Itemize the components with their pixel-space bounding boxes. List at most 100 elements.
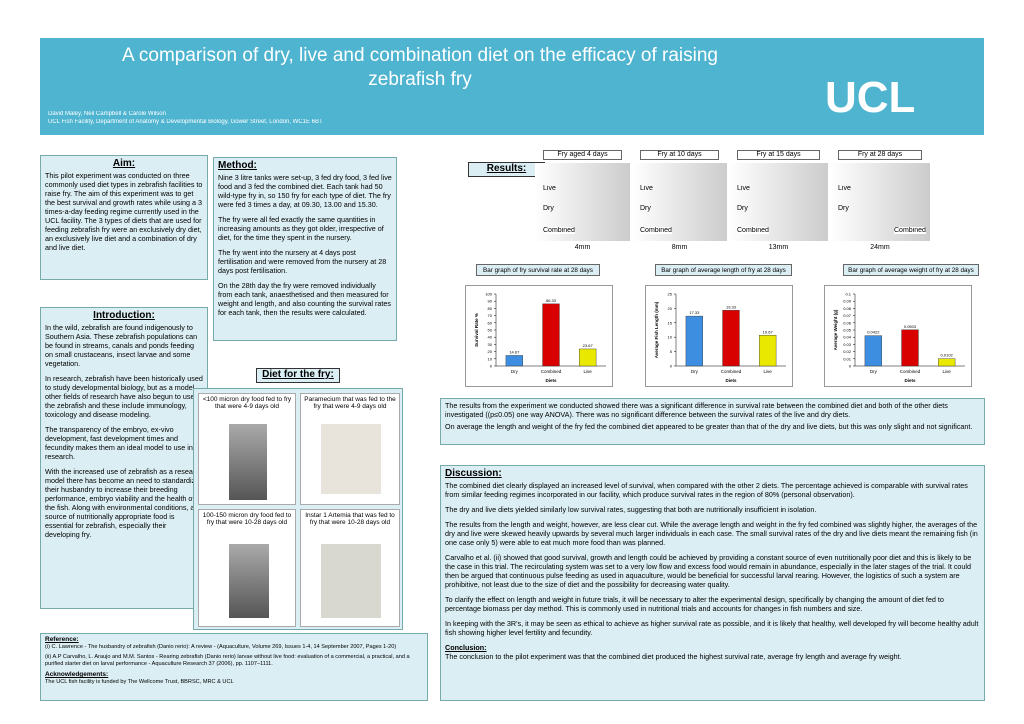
heading: Aim:: [112, 158, 136, 169]
data-label: 23.67: [583, 343, 594, 348]
chart-title: Bar graph of fry survival rate at 28 day…: [476, 264, 600, 276]
diet-heading: Diet for the fry:: [256, 368, 340, 383]
paragraph: The fry were all fed exactly the same qu…: [218, 214, 384, 242]
results-text: The results from the experiment we condu…: [440, 398, 985, 445]
y-tick-label: 80: [488, 306, 493, 311]
bar: [505, 355, 523, 367]
paragraph: With the increased use of zebrafish as a…: [45, 466, 203, 539]
x-tick-label: Combined: [541, 369, 562, 374]
x-axis-label: Diets: [904, 378, 916, 383]
y-tick-label: 0.09: [843, 299, 852, 304]
x-tick-label: Live: [943, 369, 952, 374]
y-tick-label: 25: [668, 292, 673, 297]
diet-cell: Instar 1 Artemia that was fed to fry tha…: [300, 509, 400, 627]
panel-title: Fry at 15 days: [737, 150, 820, 160]
heading: Introduction:: [93, 310, 155, 321]
paragraph: The results from the length and weight, …: [445, 519, 978, 547]
size-label: 24mm: [870, 244, 890, 251]
y-tick-label: 10: [488, 356, 493, 361]
photo: Live Dry Combined: [729, 163, 828, 241]
x-tick-label: Live: [764, 369, 773, 374]
header: A comparison of dry, live and combinatio…: [40, 38, 984, 135]
photo: Live Dry Combined: [535, 163, 630, 241]
photo-label: Combined: [894, 227, 926, 234]
y-tick-label: 100: [485, 292, 492, 297]
y-axis-label: Average Weight (g): [833, 309, 838, 350]
chart-title: Bar graph of average weight of fry at 28…: [843, 264, 979, 276]
bar: [759, 335, 777, 367]
chart: 0 0.01 0.02 0.03 0.04 0.05 0.06 0.07 0.08 0.09 0.1…: [833, 292, 965, 383]
paragraph: In keeping with the 3R's, it may be seen…: [445, 618, 979, 637]
photo-label: Live: [543, 185, 556, 192]
y-tick-label: 0.06: [843, 320, 852, 325]
y-tick-label: 0.04: [843, 335, 852, 340]
y-tick-label: 0.07: [843, 313, 852, 318]
chart-title: Bar graph of average length of fry at 28…: [655, 264, 792, 276]
conclusion-heading: Conclusion:: [445, 642, 487, 652]
data-label: 86.33: [546, 298, 557, 303]
paragraph: The results from the experiment we condu…: [445, 401, 948, 419]
diet-cell: Paramecium that was fed to the fry that …: [300, 393, 400, 505]
size-label: 8mm: [671, 244, 688, 251]
caption: Paramecium that was fed to the fry that …: [304, 396, 396, 410]
bar: [901, 329, 919, 367]
caption: Instar 1 Artemia that was fed to fry tha…: [305, 512, 395, 526]
data-label: 0.0503: [904, 324, 917, 329]
bar: [685, 315, 703, 367]
paragraph: On average the length and weight of the …: [445, 422, 973, 431]
photo-label: Dry: [737, 205, 748, 212]
y-tick-label: 0.1: [845, 292, 851, 297]
bar: [722, 310, 740, 367]
panel-title: Fry aged 4 days: [543, 150, 622, 160]
y-tick-label: 50: [488, 328, 493, 333]
heading: Reference:: [45, 636, 79, 643]
data-label: 0.0422: [867, 330, 880, 335]
paragraph: The combined diet clearly displayed an i…: [445, 480, 968, 499]
paragraph: On the 28th day the fry were removed ind…: [218, 280, 392, 317]
y-tick-label: 15: [668, 320, 673, 325]
y-tick-label: 0.01: [843, 356, 852, 361]
paragraph: Carvalho et al. (ii) showed that good su…: [445, 552, 972, 589]
photo-label: Live: [838, 185, 851, 192]
data-label: 0.0102: [941, 353, 954, 358]
chart: 0 5 10 15 20 25 Average Fish Length (mm) Diets 1…: [654, 292, 786, 383]
ack-heading: Acknowledgements:: [45, 671, 109, 679]
reference: (ii) A.P Carvalho, L. Araujo and M.M. Sa…: [45, 654, 410, 668]
bar: [542, 303, 560, 367]
size-label: 4mm: [574, 244, 591, 251]
photo: [321, 544, 381, 618]
bar: [938, 358, 956, 367]
photo-label: Dry: [543, 205, 554, 212]
x-tick-label: Combined: [900, 369, 921, 374]
x-tick-label: Live: [584, 369, 593, 374]
heading: Method:: [218, 160, 257, 171]
size-label: 13mm: [768, 244, 789, 251]
paragraph: To clarify the effect on length and weig…: [445, 594, 944, 613]
photo: Live Dry Combined: [632, 163, 727, 241]
y-tick-label: 60: [488, 320, 493, 325]
data-label: 10.67: [763, 329, 774, 334]
data-label: 19.33: [726, 304, 737, 309]
photo-label: Live: [737, 185, 750, 192]
photo-label: Dry: [640, 205, 651, 212]
affiliation: UCL Fish Facility, Department of Anatomy…: [48, 119, 323, 125]
data-label: 17.33: [689, 310, 700, 315]
y-tick-label: 70: [488, 313, 493, 318]
reference: (i) C. Lawrence - The husbandry of zebra…: [45, 644, 397, 651]
y-tick-label: 0.02: [843, 349, 852, 354]
y-tick-label: 0.05: [843, 328, 852, 333]
text: This pilot experiment was conducted on t…: [45, 170, 203, 252]
bar: [579, 348, 597, 367]
diet-box: <100 micron dry food fed to fry that wer…: [193, 388, 403, 630]
results-heading: Results:: [468, 162, 545, 177]
conclusion: The conclusion to the pilot experiment w…: [445, 651, 902, 661]
y-tick-label: 20: [668, 306, 673, 311]
x-axis-label: Diets: [725, 378, 737, 383]
chart-frame: 0 0.01 0.02 0.03 0.04 0.05 0.06 0.07 0.08 0.09 0.1…: [824, 285, 972, 387]
heading: Discussion:: [445, 468, 502, 479]
photo-label: Combined: [543, 227, 575, 234]
aim-box: Aim: This pilot experiment was conducted…: [40, 155, 208, 280]
x-tick-label: Dry: [691, 369, 699, 374]
photo-label: Combined: [737, 227, 769, 234]
y-tick-label: 90: [488, 299, 493, 304]
